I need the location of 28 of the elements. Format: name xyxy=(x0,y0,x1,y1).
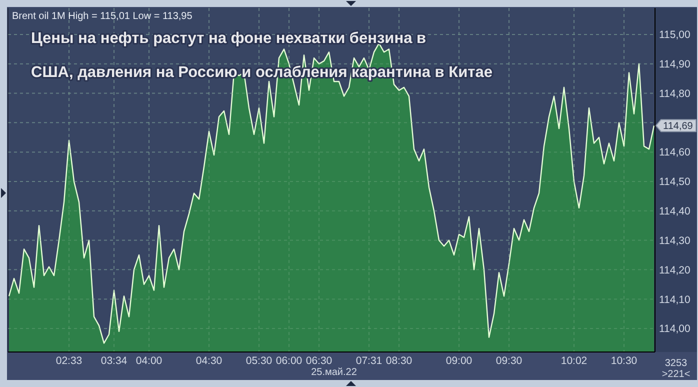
y-tick-label: 114,10 xyxy=(659,294,690,306)
x-tick-label: 06:00 xyxy=(276,355,302,367)
text: 114,69 xyxy=(663,121,694,132)
x-tick-label: 10:30 xyxy=(610,355,638,367)
x-tick-label: 05:30 xyxy=(246,355,272,367)
x-tick-label: 03:34 xyxy=(100,355,128,367)
y-tick-label: 114,80 xyxy=(659,88,690,100)
x-tick-label: 04:30 xyxy=(196,355,222,367)
y-tick-label: 115,00 xyxy=(659,29,690,42)
x-tick-label: 09:30 xyxy=(496,355,522,367)
text: 25.май.22 xyxy=(311,367,358,378)
text: 3253 xyxy=(664,358,688,369)
y-tick-label: 114,20 xyxy=(659,264,690,276)
y-tick-label: 114,50 xyxy=(659,176,690,188)
y-tick-label: 114,30 xyxy=(659,234,690,247)
chart-subtitle: Brent oil 1M High = 115,01 Low = 113,95 xyxy=(12,11,193,22)
x-tick-label: 06:30 xyxy=(306,355,332,367)
text: >221< xyxy=(662,369,690,380)
y-tick-label: 114,90 xyxy=(659,58,690,71)
y-tick-label: 114,40 xyxy=(659,206,690,218)
x-tick-label: 04:00 xyxy=(136,355,162,367)
y-tick-label: 114,60 xyxy=(659,146,690,159)
y-tick-label: 114,00 xyxy=(659,323,690,336)
x-tick-label: 02:33 xyxy=(56,355,82,367)
x-tick-label: 10:02 xyxy=(560,355,588,367)
x-tick-label: 07:31 xyxy=(356,355,382,367)
x-tick-label: 09:00 xyxy=(446,355,472,367)
x-tick-label: 08:30 xyxy=(386,355,412,367)
